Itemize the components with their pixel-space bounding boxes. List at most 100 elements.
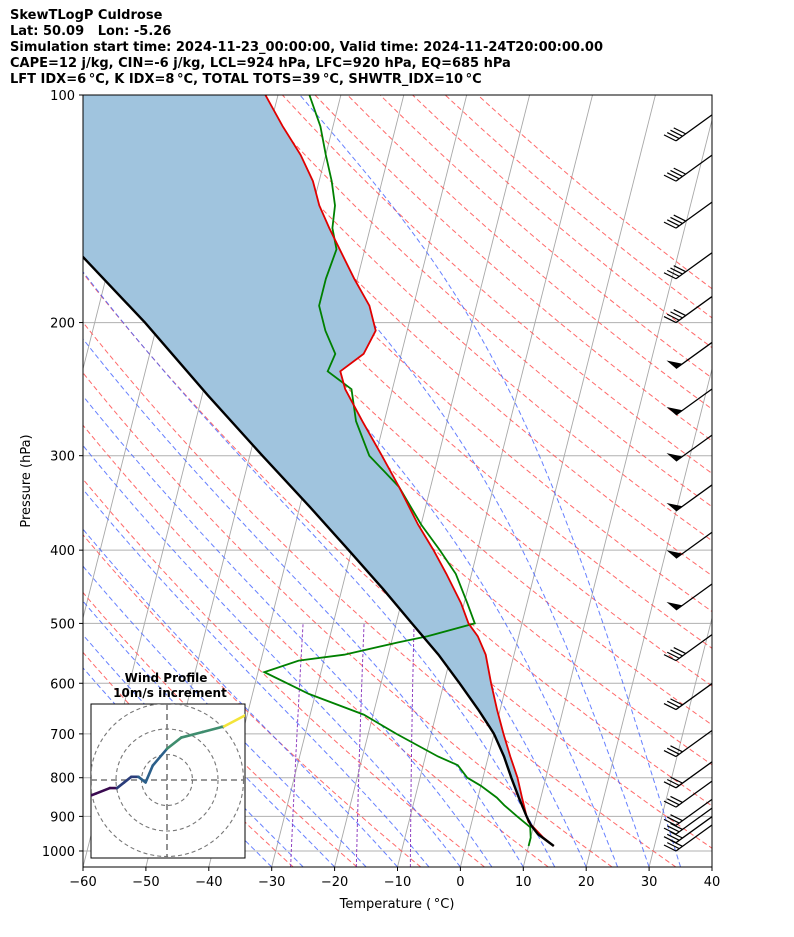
barb-shaft [675,531,713,559]
barb-shaft [675,388,713,416]
wind-barb [663,730,713,758]
barb-feather [666,842,680,850]
wind-barb [663,154,713,182]
barb-feather [673,214,686,222]
hodograph-segment [115,781,126,790]
hodograph-segment [151,747,169,767]
barb-feather [666,700,680,708]
isotherm [711,865,712,867]
isotherm [775,95,794,867]
barb-feather [673,167,686,175]
barb-shaft [675,761,713,789]
dry-adiabat [347,95,712,410]
barb-feather [663,174,677,182]
y-tick-label: 300 [50,450,75,465]
y-tick-label: 1000 [42,845,75,860]
y-tick-label: 600 [50,677,75,692]
isotherm [585,367,712,867]
profiles [83,95,555,847]
barb-shaft [675,484,713,512]
y-tick-label: 700 [50,728,75,743]
barb-shaft [675,252,713,280]
parcel-line [83,255,555,847]
barb-feather [666,833,680,841]
x-tick-label: 10 [515,875,532,890]
barb-feather [673,309,686,317]
isotherm [648,616,712,867]
barb-feather [670,698,683,706]
moist-adiabat [83,338,524,867]
wind-barb [663,201,713,229]
hodograph-segment [179,730,204,739]
barb-flag [666,602,683,611]
barb-feather [663,800,677,808]
x-tick-label: −20 [321,875,348,890]
barb-feather [666,172,680,180]
dry-adiabat [249,95,712,508]
barb-feather [663,221,677,229]
wind-barb [666,388,713,416]
y-tick-label: 800 [50,772,75,787]
x-tick-label: 40 [704,875,721,890]
moist-adiabat [299,95,681,867]
barb-feather [663,316,677,324]
wind-barb [666,583,713,611]
barb-feather [663,781,677,789]
wind-barb [663,683,713,711]
x-tick-label: 30 [641,875,658,890]
barb-feather [670,267,683,275]
barb-feather [666,651,680,659]
moist-adiabat [83,565,367,867]
barb-feather [670,814,683,822]
hodograph-segment [137,775,147,784]
barb-feather [663,844,677,852]
wind-barb [663,824,713,852]
dry-adiabat [184,95,712,577]
moist-adiabat [176,95,650,867]
x-tick-label: −60 [69,875,96,890]
barb-feather [670,822,683,830]
y-axis-label: Pressure (hPa) [19,434,34,527]
hodograph-segment [94,786,112,795]
hodograph-segment [144,764,155,784]
dry-adiabat [83,321,677,867]
barb-feather [673,265,686,273]
barb-feather [666,219,680,227]
cape-shading [83,95,554,846]
indices-line-1: CAPE=12 j/kg, CIN=-6 j/kg, LCL=924 hPa, … [10,56,511,71]
barb-feather [670,776,683,784]
barb-flag [666,406,683,415]
moist-adiabat [83,395,493,867]
hodograph-segment [122,775,133,784]
wind-barb [666,341,713,369]
moist-adiabat [83,444,461,867]
hodograph-background [90,703,246,859]
mixing-ratio-line [409,623,415,867]
barb-feather [666,132,680,140]
y-tick-label: 100 [50,89,75,104]
dry-adiabat [83,591,358,867]
temperature-line [264,95,555,847]
isotherm [334,95,531,867]
barb-feather [663,749,677,758]
location-line: Lat: 50.09 Lon: -5.26 [10,24,172,39]
wind-barb [663,114,713,142]
barb-feather [673,647,686,655]
barb-feather [670,795,683,803]
wind-barb [663,780,713,808]
barb-feather [670,649,683,657]
x-tick-label: 20 [578,875,595,890]
barb-flag [666,502,683,511]
hodograph-segment [91,792,97,797]
barb-feather [666,778,680,787]
hodograph-inset: Wind Profile 10m/s increment [90,671,246,859]
barb-shaft [675,341,713,369]
barb-feather [670,745,683,753]
hodograph-title: Wind Profile [125,671,208,685]
pressure-grid [83,95,794,867]
wind-barb [663,634,713,662]
barb-feather [666,816,680,824]
dry-adiabat [477,95,712,290]
barb-feather [670,169,683,177]
